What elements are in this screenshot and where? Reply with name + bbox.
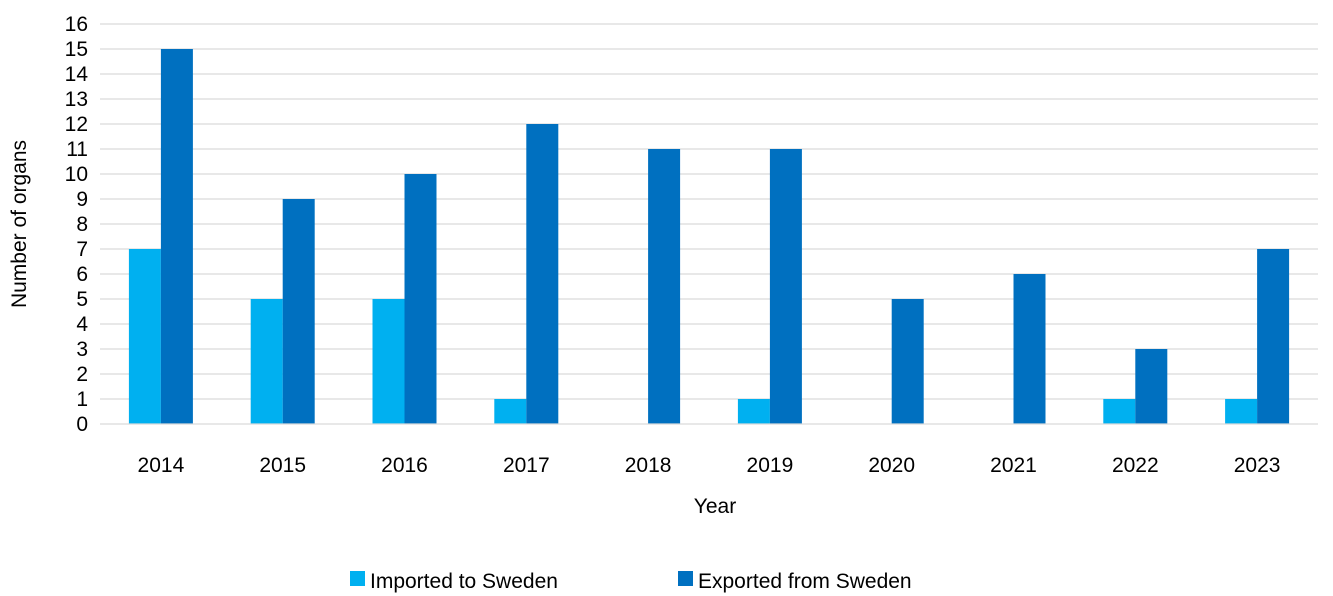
bar-exported-2020: [891, 299, 924, 424]
legend: Imported to Sweden Exported from Sweden: [350, 570, 912, 593]
bar-imported-2023: [1225, 399, 1258, 424]
y-tick-label: 12: [65, 113, 88, 136]
y-tick-label: 3: [76, 338, 88, 361]
legend-swatch: [678, 571, 693, 586]
y-tick-label: 4: [76, 313, 88, 336]
x-tick-label: 2022: [1112, 454, 1159, 477]
bar-imported-2015: [250, 299, 283, 424]
bar-exported-2021: [1013, 274, 1046, 424]
legend-label: Imported to Sweden: [370, 570, 558, 593]
y-tick-label: 6: [76, 263, 88, 286]
bar-imported-2016: [372, 299, 405, 424]
y-tick-label: 2: [76, 363, 88, 386]
bar-imported-2019: [737, 399, 770, 424]
y-tick-label: 1: [76, 388, 88, 411]
y-axis-title: Number of organs: [8, 140, 31, 308]
y-tick-label: 8: [76, 213, 88, 236]
legend-swatch: [350, 571, 365, 586]
bar-exported-2016: [404, 174, 437, 424]
y-tick-label: 15: [65, 38, 88, 61]
x-tick-label: 2015: [259, 454, 306, 477]
x-tick-label: 2018: [625, 454, 672, 477]
y-tick-label: 10: [65, 163, 88, 186]
y-tick-label: 16: [65, 13, 88, 36]
bar-exported-2022: [1135, 349, 1168, 424]
y-tick-label: 5: [76, 288, 88, 311]
bar-exported-2018: [648, 149, 681, 424]
legend-label: Exported from Sweden: [698, 570, 912, 593]
x-tick-label: 2014: [138, 454, 185, 477]
x-tick-label: 2023: [1234, 454, 1281, 477]
y-tick-label: 0: [76, 413, 88, 436]
bar-exported-2014: [160, 49, 193, 424]
x-tick-label: 2017: [503, 454, 550, 477]
y-tick-label: 14: [65, 63, 89, 86]
bar-exported-2019: [769, 149, 802, 424]
y-tick-label: 9: [76, 188, 88, 211]
y-tick-label: 11: [66, 138, 88, 161]
x-axis-ticks: 2014 2015 2016 2017 2018 2019 2020 2021 2022 2023: [138, 454, 1281, 477]
x-tick-label: 2021: [990, 454, 1037, 477]
y-tick-label: 13: [65, 88, 88, 111]
y-tick-label: 7: [76, 238, 88, 261]
bar-imported-2022: [1103, 399, 1136, 424]
bar-exported-2017: [526, 124, 559, 424]
bar-imported-2014: [128, 249, 161, 424]
x-axis-title: Year: [694, 495, 736, 518]
bar-imported-2017: [494, 399, 527, 424]
x-tick-label: 2020: [868, 454, 915, 477]
bar-exported-2023: [1257, 249, 1290, 424]
bar-exported-2015: [282, 199, 315, 424]
x-tick-label: 2019: [747, 454, 794, 477]
x-tick-label: 2016: [381, 454, 428, 477]
bars: [128, 49, 1290, 424]
